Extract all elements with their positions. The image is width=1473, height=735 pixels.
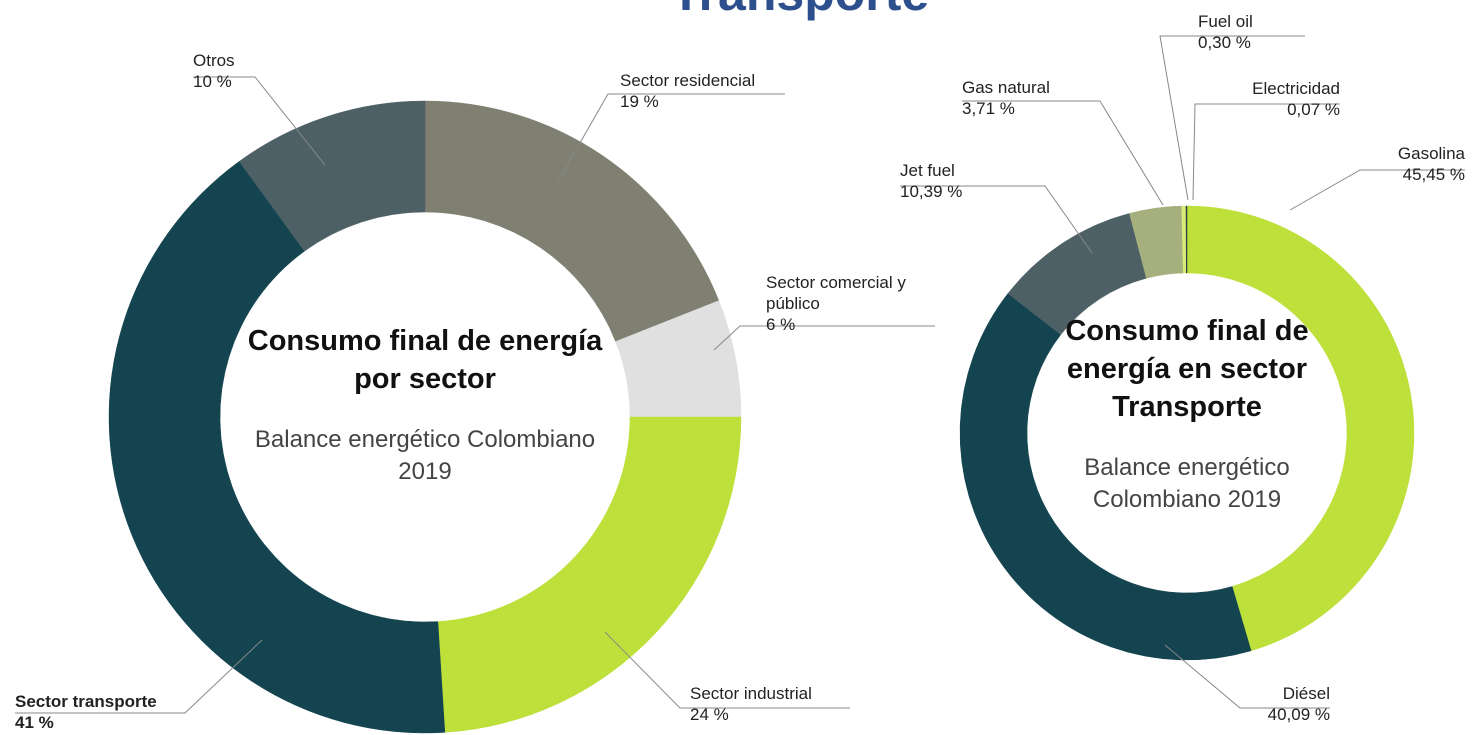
value-label: 3,71 %	[962, 99, 1015, 118]
leader-line	[193, 76, 326, 166]
leader-line	[1192, 103, 1340, 201]
segment-label: Jet fuel 10,39 %	[900, 160, 1030, 202]
category-label: Sector residencial	[620, 71, 756, 90]
center-title: Consumo final de energía por sector	[247, 325, 603, 395]
leader-line	[1164, 644, 1330, 709]
segment-label: Gasolina 45,45 %	[1335, 143, 1465, 185]
category-label: Otros	[193, 51, 235, 70]
leader-line	[556, 93, 785, 184]
segment-label: Gas natural 3,71 %	[962, 77, 1102, 119]
page-title: Transporte	[0, 0, 1473, 22]
leader-line	[1159, 35, 1305, 201]
donut-segment	[108, 161, 446, 734]
donut-segment	[437, 416, 742, 733]
center-text: Consumo final de energía por sector Balan…	[235, 322, 615, 488]
category-label: Sector comercial y público	[766, 273, 906, 313]
center-subtitle: Balance energético Colombiano 2019	[1084, 454, 1290, 513]
value-label: 0,07 %	[1287, 100, 1340, 119]
value-label: 45,45 %	[1402, 165, 1465, 184]
leader-line	[900, 185, 1093, 254]
segment-label: Fuel oil 0,30 %	[1198, 11, 1308, 53]
center-subtitle: Balance energético Colombiano 2019	[254, 426, 596, 485]
category-label: Electricidad	[1252, 79, 1340, 98]
donut-segment	[959, 293, 1252, 661]
segment-label: Otros 10 %	[193, 50, 273, 92]
leader-line	[1289, 169, 1465, 211]
center-text: Consumo final de energía en sector Trans…	[1022, 312, 1352, 516]
segment-label: Sector transporte 41 %	[15, 691, 195, 733]
segment-label: Sector comercial y público 6 %	[766, 272, 936, 335]
donut-segment	[1186, 205, 1415, 652]
donut-segment	[1185, 205, 1188, 274]
donut-segment	[238, 100, 426, 252]
value-label: 24 %	[690, 705, 729, 724]
category-label: Sector transporte	[15, 692, 157, 711]
value-label: 41 %	[15, 713, 54, 732]
category-label: Gas natural	[962, 78, 1050, 97]
value-label: 6 %	[766, 315, 796, 334]
value-label: 10 %	[193, 72, 232, 91]
segment-label: Sector industrial 24 %	[690, 683, 860, 725]
category-label: Jet fuel	[900, 161, 955, 180]
segment-label: Sector residencial 19 %	[620, 70, 800, 112]
value-label: 0,30 %	[1198, 33, 1251, 52]
leader-line	[15, 639, 263, 714]
center-title: Consumo final de energía en sector Trans…	[1065, 315, 1309, 423]
segment-label: Diésel 40,09 %	[1200, 683, 1330, 725]
leader-line	[604, 631, 850, 709]
category-label: Sector industrial	[690, 684, 812, 703]
donut-segment	[424, 100, 720, 342]
category-label: Gasolina	[1397, 144, 1465, 163]
category-label: Diésel	[1282, 684, 1330, 703]
segment-label: Electricidad 0,07 %	[1190, 78, 1340, 120]
category-label: Fuel oil	[1198, 12, 1253, 31]
leader-line	[713, 325, 935, 351]
value-label: 10,39 %	[900, 182, 963, 201]
value-label: 19 %	[620, 92, 659, 111]
leader-line	[962, 100, 1164, 206]
value-label: 40,09 %	[1267, 705, 1330, 724]
